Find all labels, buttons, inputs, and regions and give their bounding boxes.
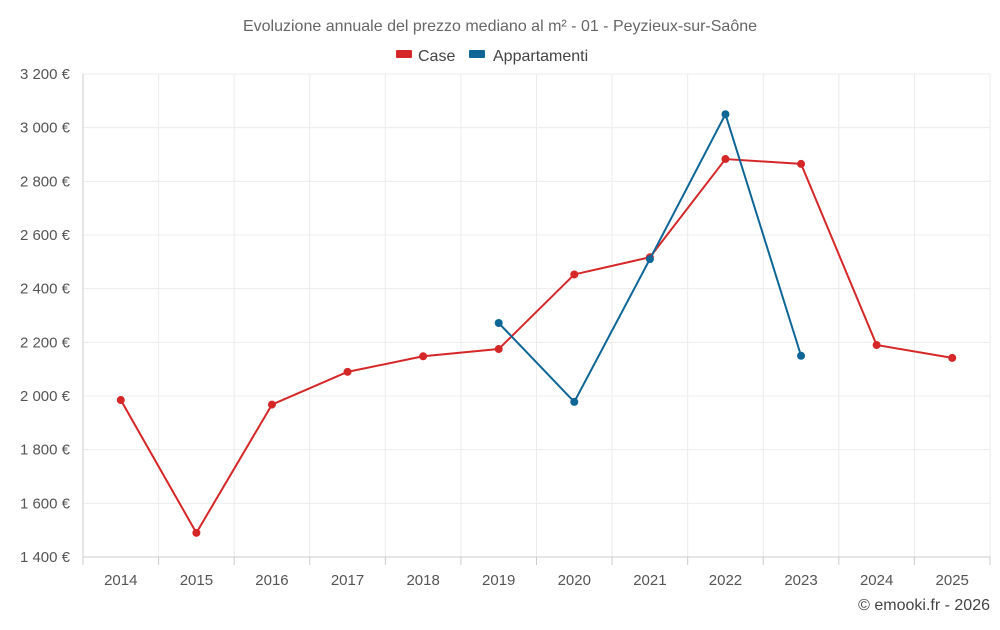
- series-case: [116, 155, 957, 537]
- data-point-appartamenti[interactable]: [570, 397, 579, 406]
- legend-label-case[interactable]: Case: [418, 48, 455, 65]
- y-tick-label: 3 000 €: [20, 120, 71, 137]
- data-point-case[interactable]: [721, 155, 730, 164]
- x-tick-label: 2016: [255, 572, 288, 589]
- y-tick-label: 2 400 €: [20, 281, 71, 298]
- data-point-case[interactable]: [797, 159, 806, 168]
- x-tick-label: 2021: [633, 572, 666, 589]
- axes: 1 400 € 1 600 € 1 800 € 2 000 € 2 200 € 2 400…: [20, 66, 991, 589]
- x-tick-label: 2018: [406, 572, 439, 589]
- legend-label-appartamenti[interactable]: Appartamenti: [493, 48, 588, 65]
- data-point-case[interactable]: [494, 345, 503, 354]
- x-tick-label: 2020: [558, 572, 591, 589]
- data-point-case[interactable]: [343, 367, 352, 376]
- legend-swatch-appartamenti: [469, 50, 485, 58]
- y-tick-label: 1 800 €: [20, 442, 71, 459]
- data-point-case[interactable]: [116, 396, 125, 405]
- x-tick-label: 2025: [936, 572, 969, 589]
- grid: [83, 73, 991, 557]
- data-point-case[interactable]: [419, 352, 428, 361]
- x-tick-label: 2019: [482, 572, 515, 589]
- y-tick-label: 2 000 €: [20, 388, 71, 405]
- x-tick-label: 2017: [331, 572, 364, 589]
- x-tick-label: 2022: [709, 572, 742, 589]
- y-tick-label: 1 600 €: [20, 495, 71, 512]
- series: [116, 110, 957, 537]
- chart-title: Evoluzione annuale del prezzo mediano al…: [243, 18, 757, 35]
- y-tick-label: 1 400 €: [20, 549, 71, 566]
- x-tick-label: 2015: [180, 572, 213, 589]
- x-tick-label: 2024: [860, 572, 893, 589]
- data-point-appartamenti[interactable]: [645, 255, 654, 264]
- y-tick-label: 3 200 €: [20, 66, 71, 83]
- data-point-appartamenti[interactable]: [494, 319, 503, 328]
- series-appartamenti: [494, 110, 806, 406]
- data-point-case[interactable]: [948, 353, 957, 362]
- data-point-case[interactable]: [267, 400, 276, 409]
- legend: Case Appartamenti: [396, 48, 588, 65]
- series-line-case: [119, 158, 953, 534]
- x-tick-label: 2023: [784, 572, 817, 589]
- credit-text: © emooki.fr - 2026: [858, 597, 990, 614]
- data-point-case[interactable]: [192, 528, 201, 537]
- y-tick-label: 2 800 €: [20, 173, 71, 190]
- legend-swatch-case: [396, 50, 412, 58]
- x-tick-label: 2014: [104, 572, 137, 589]
- y-tick-label: 2 600 €: [20, 227, 71, 244]
- data-point-appartamenti[interactable]: [721, 110, 730, 119]
- data-point-case[interactable]: [872, 341, 881, 350]
- data-point-appartamenti[interactable]: [797, 351, 806, 360]
- y-tick-label: 2 200 €: [20, 334, 71, 351]
- data-point-case[interactable]: [570, 270, 579, 279]
